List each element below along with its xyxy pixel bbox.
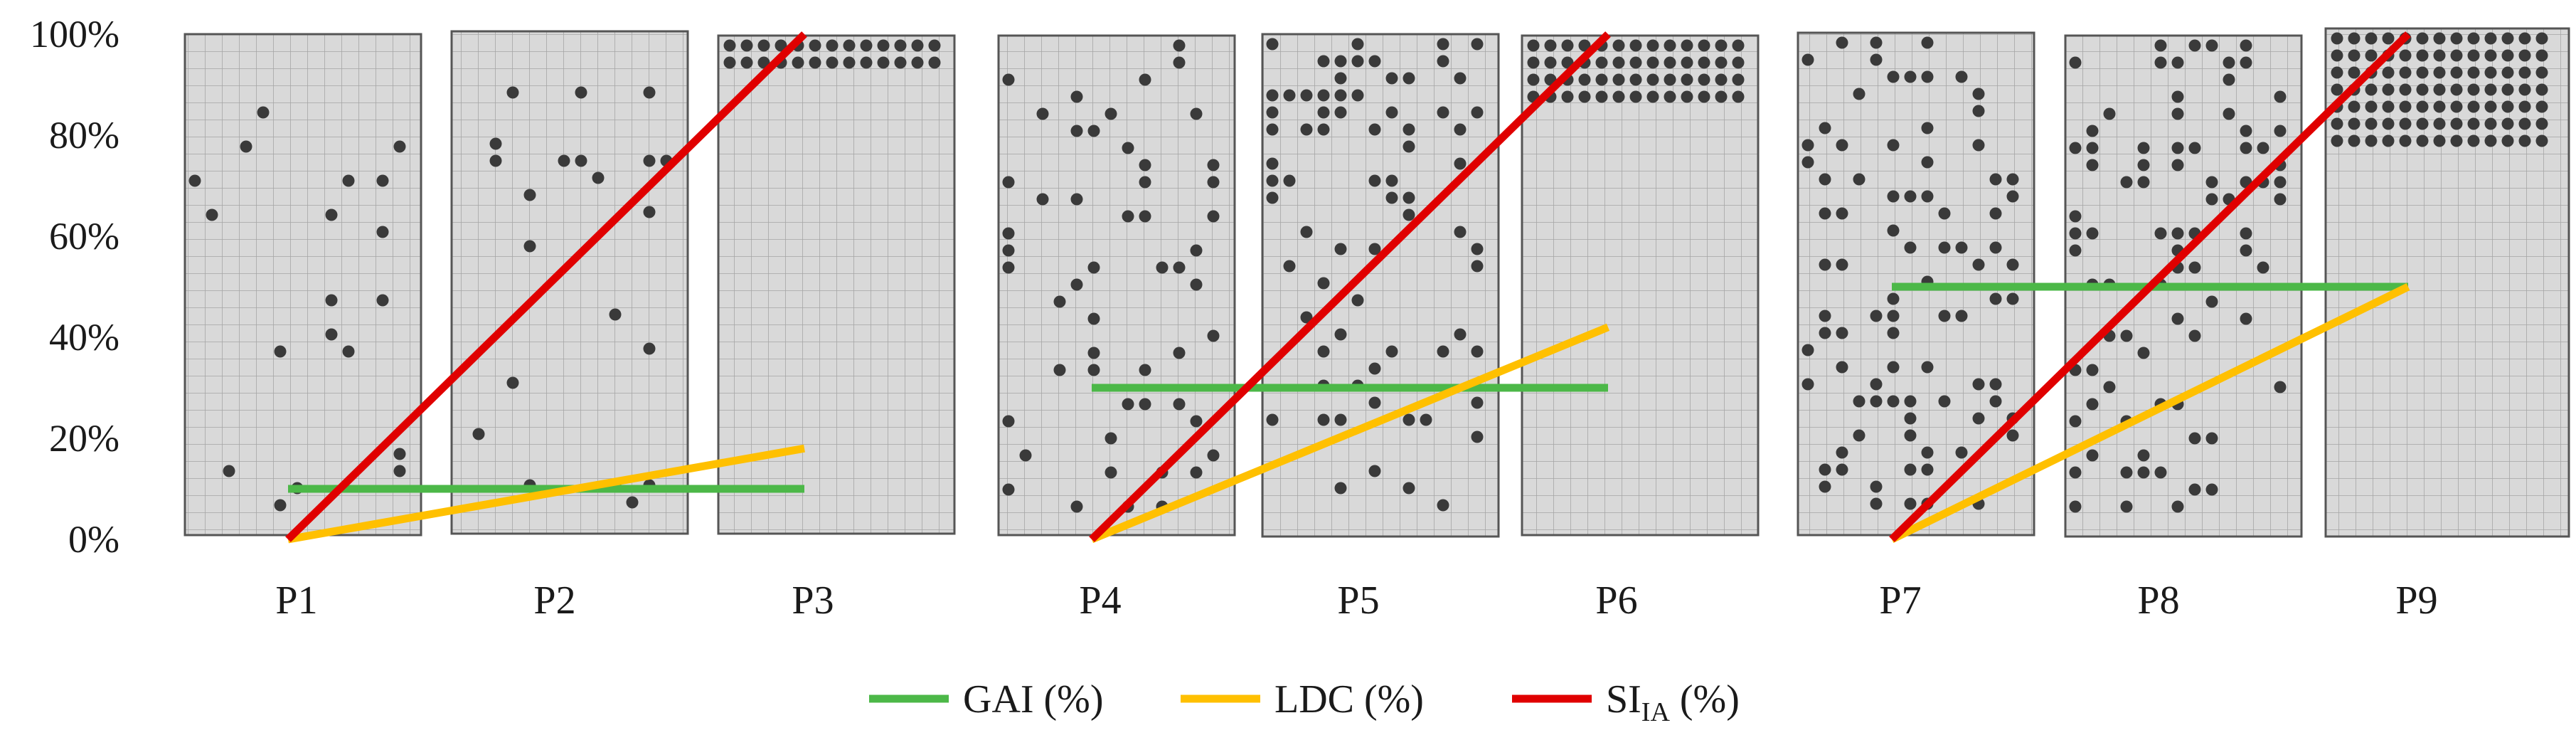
data-series bbox=[285, 31, 2411, 544]
panel-p1 bbox=[183, 33, 422, 537]
panel-p2 bbox=[450, 30, 689, 535]
panel-frame bbox=[2324, 27, 2570, 538]
legend-label: SIIA (%) bbox=[1606, 677, 1740, 727]
image-panels bbox=[183, 27, 2570, 538]
panel-p4 bbox=[997, 34, 1236, 537]
panel-p6 bbox=[1521, 34, 1760, 537]
panel-frame bbox=[1521, 34, 1760, 537]
x-tick-label-p7: P7 bbox=[1879, 578, 1921, 623]
panel-p5 bbox=[1261, 33, 1500, 538]
x-tick-label-p5: P5 bbox=[1337, 578, 1379, 623]
x-tick-label-p6: P6 bbox=[1595, 578, 1637, 623]
panel-frame bbox=[183, 33, 422, 537]
legend-label: LDC (%) bbox=[1274, 677, 1424, 722]
series-segment bbox=[1090, 323, 1610, 544]
x-tick-label-p2: P2 bbox=[533, 578, 575, 623]
series-segment bbox=[1889, 31, 2411, 542]
series-segment bbox=[1089, 31, 1611, 542]
series-segment bbox=[1890, 283, 2410, 543]
y-tick-label: 40% bbox=[49, 316, 119, 359]
x-tick-label-p8: P8 bbox=[2137, 578, 2179, 623]
y-tick-label: 80% bbox=[49, 114, 119, 157]
legend-item-ldc: LDC (%) bbox=[1181, 677, 1424, 722]
x-tick-label-p1: P1 bbox=[275, 578, 317, 623]
panel-frame bbox=[1261, 33, 1500, 538]
x-axis: P1 P2 P3 P4 P5 P6 P7 P8 P9 bbox=[275, 578, 2437, 623]
y-tick-label: 100% bbox=[30, 13, 119, 56]
panel-p3 bbox=[717, 34, 956, 535]
panel-p9 bbox=[2324, 27, 2570, 538]
series-segment bbox=[285, 31, 807, 542]
legend: GAI (%) LDC (%) SIIA (%) bbox=[869, 677, 1740, 727]
panel-dots bbox=[2331, 32, 2548, 147]
series-si bbox=[285, 31, 2411, 542]
series-ldc bbox=[287, 283, 2410, 544]
panel-dots bbox=[1266, 38, 1484, 512]
panel-frame bbox=[450, 30, 689, 535]
legend-item-gai: GAI (%) bbox=[869, 677, 1103, 722]
y-tick-label: 20% bbox=[49, 417, 119, 460]
legend-label: GAI (%) bbox=[963, 677, 1103, 722]
legend-item-si: SIIA (%) bbox=[1512, 677, 1740, 727]
series-segment bbox=[287, 444, 805, 544]
y-tick-label: 0% bbox=[68, 518, 119, 561]
y-axis: 0% 20% 40% 60% 80% 100% bbox=[30, 13, 119, 561]
panel-frame bbox=[717, 34, 956, 535]
panel-dots bbox=[1801, 36, 2019, 510]
x-tick-label-p4: P4 bbox=[1079, 578, 1121, 623]
panel-dots bbox=[723, 39, 941, 69]
y-tick-label: 60% bbox=[49, 215, 119, 258]
x-tick-label-p9: P9 bbox=[2395, 578, 2437, 623]
x-tick-label-p3: P3 bbox=[792, 578, 834, 623]
